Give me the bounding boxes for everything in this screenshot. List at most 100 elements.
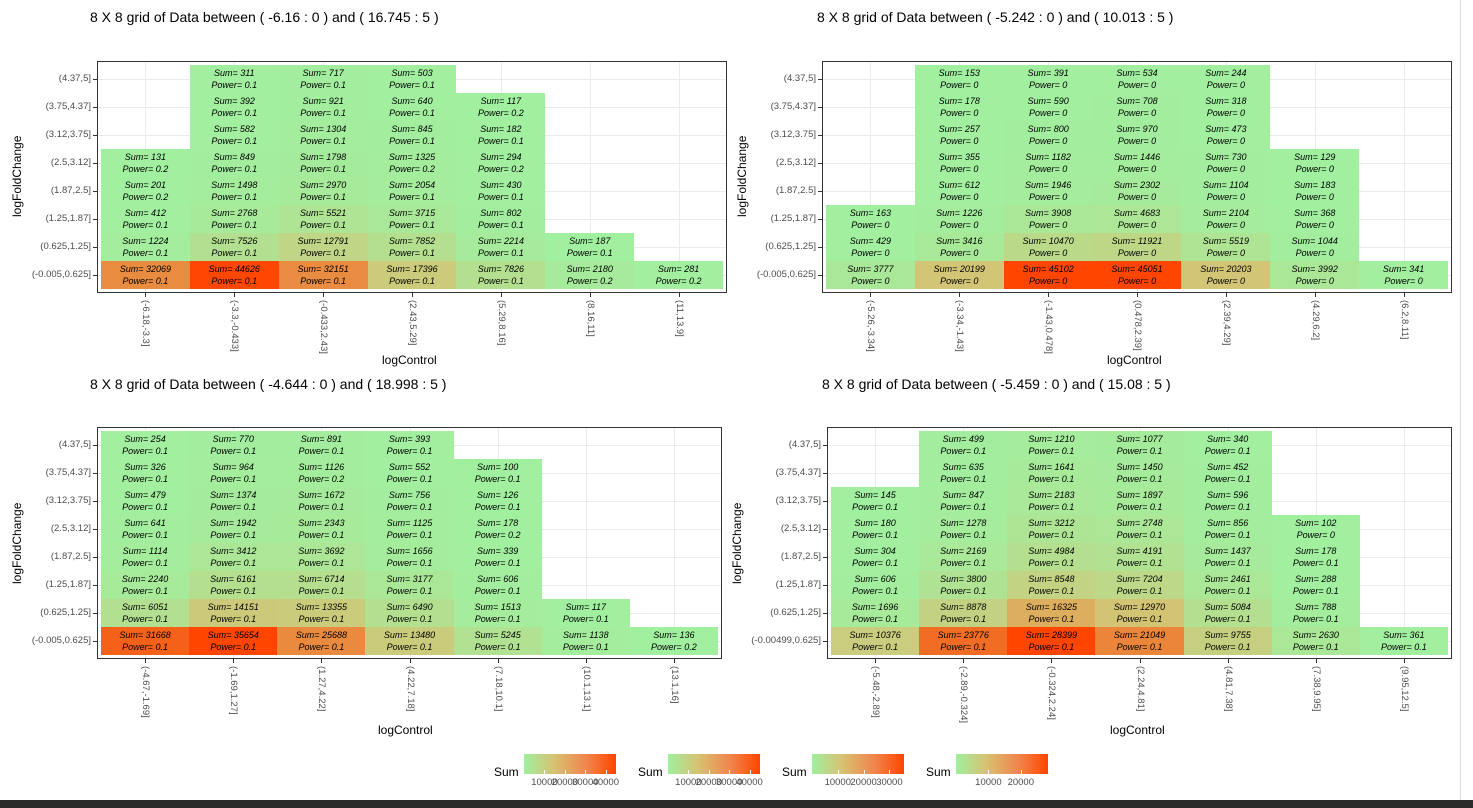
heatmap-cell: Sum= 368 Power= 0 xyxy=(1270,205,1360,233)
y-tick xyxy=(93,613,97,614)
x-tick xyxy=(1048,293,1050,297)
heatmap-cell: Sum= 1450 Power= 0.1 xyxy=(1095,459,1184,487)
gridline xyxy=(678,62,680,292)
y-tick xyxy=(818,135,822,136)
cell-sum-label: Sum= 612 xyxy=(938,180,980,190)
x-tick-label: (13.1,16] xyxy=(668,666,680,704)
cell-sum-label: Sum= 7852 xyxy=(388,236,436,246)
cell-sum-label: Sum= 3800 xyxy=(940,574,987,584)
cell-sum-label: Sum= 1446 xyxy=(1113,152,1161,162)
heatmap-cell: Sum= 12970 Power= 0.1 xyxy=(1095,599,1184,627)
cell-power-label: Power= 0.1 xyxy=(940,586,987,596)
heatmap-cell: Sum= 21049 Power= 0.1 xyxy=(1095,627,1184,655)
heatmap-cell: Sum= 4984 Power= 0.1 xyxy=(1007,543,1096,571)
legend-tick-label: 10000 xyxy=(975,777,1002,788)
heatmap-cell: Sum= 3692 Power= 0.1 xyxy=(277,543,366,571)
cell-sum-label: Sum= 5245 xyxy=(474,630,521,640)
cell-sum-label: Sum= 44626 xyxy=(208,264,260,274)
heatmap-cell: Sum= 14151 Power= 0.1 xyxy=(189,599,278,627)
cell-power-label: Power= 0 xyxy=(1206,248,1245,258)
cell-sum-label: Sum= 153 xyxy=(938,68,980,78)
heatmap-cell: Sum= 11921 Power= 0 xyxy=(1092,233,1182,261)
cell-power-label: Power= 0.1 xyxy=(300,136,347,146)
x-tick-label: (-0.324,2.24] xyxy=(1046,666,1058,720)
heatmap-cell: Sum= 2768 Power= 0.1 xyxy=(189,205,279,233)
cell-power-label: Power= 0.1 xyxy=(300,220,347,230)
legend-colorbar xyxy=(812,754,904,774)
heatmap-cell: Sum= 1696 Power= 0.1 xyxy=(831,599,920,627)
cell-sum-label: Sum= 5519 xyxy=(1202,236,1249,246)
cell-sum-label: Sum= 3412 xyxy=(210,546,257,556)
y-axis-title: logFoldChange xyxy=(730,502,744,584)
cell-sum-label: Sum= 117 xyxy=(480,96,522,106)
x-tick-label: (9.95,12.5] xyxy=(1398,666,1410,712)
cell-sum-label: Sum= 1304 xyxy=(299,124,347,134)
x-tick xyxy=(1314,293,1316,297)
cell-sum-label: Sum= 1210 xyxy=(1028,434,1075,444)
x-axis-title: logControl xyxy=(1107,353,1162,367)
x-tick xyxy=(1403,659,1405,663)
cell-power-label: Power= 0.1 xyxy=(1028,586,1075,596)
cell-sum-label: Sum= 178 xyxy=(476,518,519,528)
x-tick xyxy=(870,293,872,297)
x-tick xyxy=(585,659,587,663)
heatmap-cell: Sum= 13355 Power= 0.1 xyxy=(277,599,366,627)
heatmap-cell: Sum= 5084 Power= 0.1 xyxy=(1183,599,1272,627)
cell-power-label: Power= 0.1 xyxy=(211,220,258,230)
cell-power-label: Power= 0.1 xyxy=(210,474,257,484)
cell-power-label: Power= 0.1 xyxy=(298,502,345,512)
heatmap-cell: Sum= 3212 Power= 0.1 xyxy=(1007,515,1096,543)
heatmap-cell: Sum= 1513 Power= 0.1 xyxy=(453,599,542,627)
y-tick-label: (1.25,1.87] xyxy=(45,213,91,224)
cell-power-label: Power= 0 xyxy=(940,220,979,230)
cell-power-label: Power= 0.1 xyxy=(122,502,168,512)
x-tick xyxy=(673,659,675,663)
heatmap-cell: Sum= 16325 Power= 0.1 xyxy=(1007,599,1096,627)
legend-tick xyxy=(708,770,710,774)
heatmap-cell: Sum= 1942 Power= 0.1 xyxy=(189,515,278,543)
cell-sum-label: Sum= 3416 xyxy=(936,236,983,246)
cell-sum-label: Sum= 1450 xyxy=(1116,462,1163,472)
cell-power-label: Power= 0 xyxy=(1295,276,1334,286)
cell-power-label: Power= 0.1 xyxy=(1028,446,1075,456)
cell-power-label: Power= 0.1 xyxy=(386,446,433,456)
cell-sum-label: Sum= 8548 xyxy=(1028,574,1075,584)
heatmap-cell: Sum= 355 Power= 0 xyxy=(914,149,1004,177)
cell-power-label: Power= 0 xyxy=(1028,192,1068,202)
gridline xyxy=(585,428,587,658)
y-tick xyxy=(818,219,822,220)
heatmap-cell: Sum= 1278 Power= 0.1 xyxy=(919,515,1008,543)
legend-tick xyxy=(837,770,839,774)
heatmap-cell: Sum= 45102 Power= 0 xyxy=(1003,261,1093,289)
heatmap-cell: Sum= 7826 Power= 0.1 xyxy=(456,261,546,289)
cell-sum-label: Sum= 117 xyxy=(565,602,607,612)
cell-sum-label: Sum= 340 xyxy=(1206,434,1249,444)
cell-sum-label: Sum= 3715 xyxy=(388,208,436,218)
cell-power-label: Power= 0.1 xyxy=(210,586,257,596)
cell-sum-label: Sum= 845 xyxy=(391,124,433,134)
legend-tick-label: 20000 xyxy=(695,777,722,788)
x-tick xyxy=(959,293,961,297)
cell-sum-label: Sum= 970 xyxy=(1116,124,1158,134)
heatmap-cell: Sum= 20199 Power= 0 xyxy=(914,261,1004,289)
cell-sum-label: Sum= 1946 xyxy=(1024,180,1072,190)
cell-sum-label: Sum= 1641 xyxy=(1028,462,1075,472)
cell-power-label: Power= 0.2 xyxy=(122,192,169,202)
cell-power-label: Power= 0.1 xyxy=(122,614,168,624)
heatmap-cell: Sum= 3177 Power= 0.1 xyxy=(365,571,454,599)
heatmap-cell: Sum= 2180 Power= 0.2 xyxy=(545,261,635,289)
cell-power-label: Power= 0.1 xyxy=(1204,558,1251,568)
cell-power-label: Power= 0.1 xyxy=(474,586,521,596)
cell-sum-label: Sum= 552 xyxy=(388,462,431,472)
cell-sum-label: Sum= 730 xyxy=(1205,152,1247,162)
cell-sum-label: Sum= 2169 xyxy=(940,546,987,556)
heatmap-cell: Sum= 2302 Power= 0 xyxy=(1092,177,1182,205)
x-tick xyxy=(497,659,499,663)
legend-tick xyxy=(749,770,751,774)
cell-power-label: Power= 0.2 xyxy=(566,276,613,286)
gridline xyxy=(1403,62,1405,292)
heatmap-cell: Sum= 32151 Power= 0.1 xyxy=(278,261,368,289)
chart-title: 8 X 8 grid of Data between ( -5.459 : 0 … xyxy=(822,376,1171,392)
cell-sum-label: Sum= 178 xyxy=(938,96,980,106)
cell-sum-label: Sum= 28399 xyxy=(1025,630,1077,640)
